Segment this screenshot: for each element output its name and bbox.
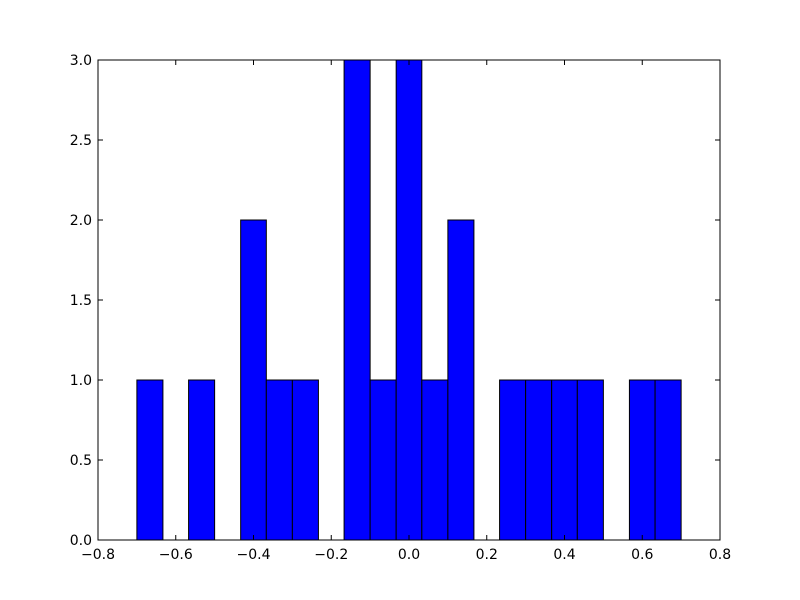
x-tick-label: 0.8	[709, 547, 731, 563]
bar	[188, 379, 216, 541]
bar	[447, 219, 475, 541]
y-tick-label: 0.0	[70, 533, 92, 549]
bar	[369, 379, 397, 541]
y-tick-label: 2.5	[70, 133, 92, 149]
y-tick-label: 1.5	[70, 293, 92, 309]
x-tick-label: 0.4	[553, 547, 575, 563]
bar	[136, 379, 164, 541]
x-tick-label: 0.6	[631, 547, 653, 563]
bar	[291, 379, 319, 541]
bar	[265, 379, 293, 541]
bar	[343, 59, 371, 541]
bar	[421, 379, 449, 541]
y-tick-label: 1.0	[70, 373, 92, 389]
bar	[628, 379, 656, 541]
y-tick-label: 3.0	[70, 53, 92, 69]
bar	[551, 379, 578, 541]
bar	[525, 379, 553, 541]
x-tick-label: −0.6	[159, 547, 193, 563]
x-tick-label: −0.2	[314, 547, 348, 563]
y-tick-label: 2.0	[70, 213, 92, 229]
bar	[499, 379, 527, 541]
bar	[240, 219, 267, 541]
x-tick-label: −0.4	[237, 547, 271, 563]
y-tick-label: 0.5	[70, 453, 92, 469]
bar	[395, 59, 423, 541]
bar	[654, 379, 682, 541]
x-tick-label: −0.8	[81, 547, 115, 563]
x-tick-label: 0.2	[476, 547, 498, 563]
bar	[576, 379, 604, 541]
x-tick-label: 0.0	[398, 547, 420, 563]
